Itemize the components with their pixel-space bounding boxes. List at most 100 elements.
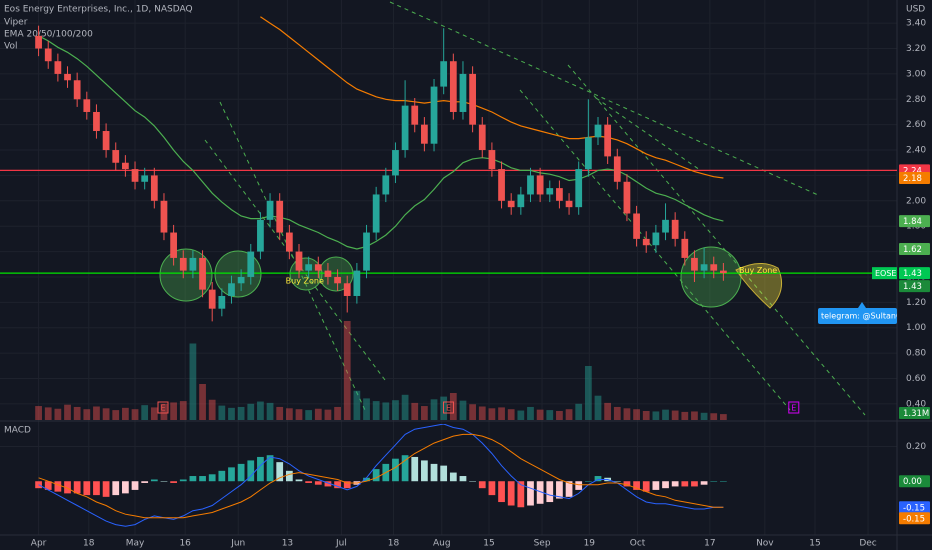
macd-histogram-bar bbox=[343, 481, 351, 489]
candle-body bbox=[623, 181, 631, 214]
y-tick-label: 0.80 bbox=[906, 349, 926, 359]
macd-histogram-bar bbox=[507, 481, 515, 506]
y-tick-label: 3.40 bbox=[906, 19, 926, 29]
candle-body bbox=[334, 276, 341, 284]
candle-body bbox=[469, 73, 476, 125]
macd-histogram-bar bbox=[334, 481, 341, 489]
volume-bar bbox=[546, 410, 554, 420]
macd-histogram-bar bbox=[478, 481, 486, 489]
price-tag-label: 1.31M bbox=[903, 409, 929, 419]
macd-histogram-bar bbox=[131, 481, 139, 490]
grid bbox=[0, 0, 897, 535]
macd-pane bbox=[35, 424, 727, 527]
price-tag-label: 1.43 bbox=[903, 282, 922, 292]
candle-body bbox=[179, 257, 187, 271]
price-tag bbox=[899, 267, 930, 280]
candle-body bbox=[382, 175, 390, 195]
candle-body bbox=[285, 232, 293, 252]
macd-histogram-bar bbox=[218, 470, 226, 482]
price-tag bbox=[899, 501, 930, 514]
macd-histogram-bar bbox=[266, 455, 274, 482]
volume-bar bbox=[575, 403, 583, 420]
macd-histogram-bar bbox=[73, 481, 81, 494]
macd-histogram-bar bbox=[613, 481, 621, 482]
macd-histogram-bar bbox=[102, 481, 110, 497]
candle-body bbox=[662, 219, 669, 233]
x-tick-label: 15 bbox=[483, 539, 494, 549]
candle-body bbox=[710, 264, 718, 271]
macd-histogram-bar bbox=[170, 481, 177, 483]
candle-body bbox=[122, 162, 129, 170]
volume-bar bbox=[208, 399, 216, 420]
volume-bar bbox=[324, 409, 332, 420]
macd-title: MACD bbox=[4, 426, 31, 436]
volume-bar bbox=[584, 366, 592, 420]
volume-bar bbox=[671, 410, 679, 420]
candle-body bbox=[411, 105, 419, 125]
macd-histogram-bar bbox=[305, 481, 313, 483]
earnings-marker bbox=[788, 401, 800, 414]
candle-body bbox=[575, 169, 583, 208]
candle-body bbox=[237, 276, 245, 284]
ema-line bbox=[38, 35, 724, 250]
price-tag bbox=[899, 512, 930, 525]
volume-bar bbox=[35, 406, 42, 420]
candle-body bbox=[112, 150, 120, 163]
candle-body bbox=[671, 219, 679, 239]
volume-bar bbox=[430, 399, 438, 420]
candle-body bbox=[440, 61, 448, 87]
volume-bar bbox=[421, 406, 428, 420]
x-tick-label: 18 bbox=[388, 539, 400, 549]
macd-histogram-bar bbox=[112, 481, 120, 496]
volume-bar bbox=[623, 408, 631, 420]
macd-histogram-bar bbox=[54, 481, 62, 492]
symbol-tag bbox=[872, 267, 897, 280]
trend-line bbox=[595, 97, 701, 171]
candle-body bbox=[613, 156, 621, 182]
candle-body bbox=[102, 131, 110, 151]
volume-bar bbox=[594, 395, 602, 420]
price-tag-label: 2.18 bbox=[903, 174, 922, 184]
annotation: Buy Zone bbox=[739, 266, 777, 275]
macd-histogram-bar bbox=[160, 481, 168, 482]
macd-histogram-bar bbox=[401, 455, 409, 482]
y-tick-label: 0.20 bbox=[906, 442, 926, 452]
legend-entry: Vol bbox=[4, 42, 17, 52]
volume-bar bbox=[228, 407, 235, 420]
volume-bar bbox=[199, 384, 206, 420]
macd-line bbox=[38, 424, 724, 527]
volume-bar bbox=[266, 402, 274, 420]
x-tick-label: 19 bbox=[584, 539, 596, 549]
earnings-label: E bbox=[791, 404, 796, 413]
candle-body bbox=[430, 86, 438, 144]
x-tick-label: Sep bbox=[534, 539, 551, 549]
candle-body bbox=[546, 188, 554, 195]
earnings-marker bbox=[443, 401, 454, 414]
candle-body bbox=[517, 194, 525, 208]
macd-histogram-bar bbox=[392, 458, 399, 482]
volume-bar bbox=[73, 406, 81, 420]
volume-bar bbox=[305, 410, 313, 420]
volume-bar bbox=[662, 409, 669, 420]
price-tag-label: 0.00 bbox=[903, 477, 922, 487]
macd-histogram-bar bbox=[594, 476, 602, 482]
macd-histogram-bar bbox=[247, 460, 255, 482]
volume-bar bbox=[652, 411, 660, 420]
candle-body bbox=[64, 73, 71, 81]
price-tag bbox=[899, 243, 930, 256]
y-tick-label: 2.00 bbox=[906, 196, 926, 206]
x-tick-label: Jun bbox=[230, 539, 245, 549]
volume-bar bbox=[64, 404, 71, 420]
annotation: Buy Zone bbox=[286, 276, 324, 285]
candle-body bbox=[478, 124, 486, 151]
candle-body bbox=[266, 200, 274, 220]
price-tag bbox=[899, 280, 930, 293]
volume-bar bbox=[642, 411, 650, 420]
candle-body bbox=[507, 200, 515, 208]
volume-bar bbox=[710, 413, 718, 420]
volume-bar bbox=[218, 405, 226, 420]
x-tick-label: 16 bbox=[179, 539, 191, 549]
y-tick-label: 3.00 bbox=[906, 69, 926, 79]
macd-histogram-bar bbox=[372, 469, 380, 482]
candle-body bbox=[449, 61, 457, 112]
